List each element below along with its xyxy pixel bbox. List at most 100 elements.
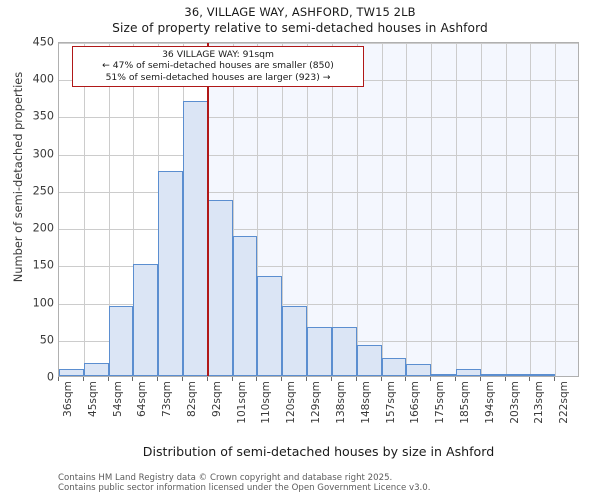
gridline-y-350 [59, 117, 578, 119]
x-tickmark-157sqm [380, 377, 382, 381]
gridline-x-1 [83, 43, 85, 376]
gridline-x-10 [307, 43, 309, 376]
bar-82sqm [183, 100, 208, 376]
bar-148sqm [356, 345, 382, 376]
gridline-x-8 [257, 43, 259, 376]
x-tick-label-166sqm: 166sqm [409, 381, 422, 424]
y-tick-label-150: 150 [32, 258, 54, 272]
gridline-x-12 [356, 43, 358, 376]
bar-203sqm [505, 373, 531, 376]
bar-120sqm [282, 306, 308, 376]
x-tickmark-222sqm [554, 377, 556, 381]
x-tick-label-120sqm: 120sqm [285, 381, 298, 424]
y-axis-ticks: 0 50 100 150 200 250 300 350 400 450 [0, 36, 54, 384]
x-tick-label-101sqm: 101sqm [235, 381, 248, 424]
x-tickmark-45sqm [82, 377, 84, 381]
footer-line-1: Contains HM Land Registry data © Crown c… [58, 473, 393, 483]
annotation-line-3: 51% of semi-detached houses are larger (… [105, 71, 331, 83]
x-tick-label-64sqm: 64sqm [136, 381, 149, 418]
x-tickmark-166sqm [405, 377, 407, 381]
x-tick-label-157sqm: 157sqm [384, 381, 397, 424]
x-tick-label-45sqm: 45sqm [86, 381, 99, 418]
x-tickmark-110sqm [256, 377, 258, 381]
x-tick-label-129sqm: 129sqm [310, 381, 323, 424]
plot-area [58, 42, 579, 377]
x-tick-label-73sqm: 73sqm [161, 381, 174, 418]
gridline-x-19 [530, 43, 532, 376]
x-tick-label-148sqm: 148sqm [359, 381, 372, 424]
x-tickmark-82sqm [182, 377, 184, 381]
gridline-x-2 [108, 43, 110, 376]
annotation-line-1: 36 VILLAGE WAY: 91sqm [162, 49, 274, 60]
gridline-x-7 [232, 43, 234, 376]
y-tick-label-200: 200 [32, 221, 54, 235]
x-tickmark-203sqm [504, 377, 506, 381]
x-tickmark-101sqm [231, 377, 233, 381]
gridline-x-13 [381, 43, 383, 376]
x-axis-ticks: 36sqm 45sqm 54sqm 64sqm 73sqm 82sqm 92sqm 101sq… [58, 377, 579, 443]
y-tick-label-0: 0 [46, 370, 54, 384]
x-tickmark-120sqm [281, 377, 283, 381]
y-tick-label-450: 450 [32, 35, 54, 49]
annotation-box: 36 VILLAGE WAY: 91sqm ← 47% of semi-deta… [72, 46, 364, 88]
x-tickmark-185sqm [454, 377, 456, 381]
x-tickmark-64sqm [132, 377, 134, 381]
x-tick-label-175sqm: 175sqm [434, 381, 447, 424]
gridline-y-450 [59, 43, 578, 44]
property-marker-line [207, 43, 209, 376]
x-tick-label-222sqm: 222sqm [558, 381, 571, 424]
x-tickmark-194sqm [479, 377, 481, 381]
bar-185sqm [455, 369, 481, 376]
x-tick-label-203sqm: 203sqm [508, 381, 521, 424]
bar-101sqm [232, 236, 258, 376]
page-subtitle: Size of property relative to semi-detach… [112, 21, 488, 35]
x-tick-label-54sqm: 54sqm [111, 381, 124, 418]
annotation-line-2: ← 47% of semi-detached houses are smalle… [102, 60, 334, 72]
y-tick-label-50: 50 [39, 333, 54, 347]
bar-92sqm [207, 199, 233, 376]
bar-64sqm [133, 263, 159, 376]
x-tickmark-213sqm [529, 377, 531, 381]
y-tick-label-100: 100 [32, 296, 54, 310]
bar-110sqm [257, 276, 283, 376]
gridline-y-150 [59, 266, 578, 268]
x-tickmark-54sqm [107, 377, 109, 381]
gridline-y-200 [59, 229, 578, 231]
bar-54sqm [108, 306, 134, 376]
bar-73sqm [158, 171, 184, 376]
x-tick-label-82sqm: 82sqm [186, 381, 199, 418]
y-tick-label-400: 400 [32, 72, 54, 86]
page-title: 36, VILLAGE WAY, ASHFORD, TW15 2LB [184, 5, 416, 19]
x-tickmark-148sqm [355, 377, 357, 381]
x-tickmark-175sqm [430, 377, 432, 381]
x-tickmark-92sqm [206, 377, 208, 381]
x-tick-label-36sqm: 36sqm [62, 381, 74, 418]
gridline-x-14 [406, 43, 408, 376]
y-tick-label-250: 250 [32, 184, 54, 198]
x-axis-label: Distribution of semi-detached houses by … [142, 444, 495, 459]
footer-line-2: Contains public sector information licen… [58, 483, 431, 494]
y-tick-label-300: 300 [32, 147, 54, 161]
bar-166sqm [406, 364, 432, 376]
gridline-x-20 [555, 43, 557, 376]
title-block: 36, VILLAGE WAY, ASHFORD, TW15 2LB Size … [0, 4, 600, 37]
gridline-y-300 [59, 154, 578, 156]
x-tick-label-110sqm: 110sqm [260, 381, 273, 424]
gridline-x-16 [455, 43, 457, 376]
gridline-x-9 [282, 43, 284, 376]
bar-45sqm [83, 362, 109, 376]
gridline-y-100 [59, 303, 578, 305]
bar-157sqm [381, 358, 407, 376]
x-tick-label-194sqm: 194sqm [483, 381, 496, 424]
x-tickmark-138sqm [330, 377, 332, 381]
x-tickmark-73sqm [157, 377, 159, 381]
bar-129sqm [307, 326, 332, 376]
gridline-x-11 [331, 43, 333, 376]
x-tick-label-185sqm: 185sqm [458, 381, 471, 424]
y-axis-label: Number of semi-detached properties [11, 71, 25, 283]
bar-194sqm [480, 373, 506, 376]
footer-attribution: Contains HM Land Registry data © Crown c… [58, 473, 430, 494]
bar-175sqm [431, 373, 456, 376]
gridline-x-17 [480, 43, 482, 376]
y-tick-label-350: 350 [32, 109, 54, 123]
